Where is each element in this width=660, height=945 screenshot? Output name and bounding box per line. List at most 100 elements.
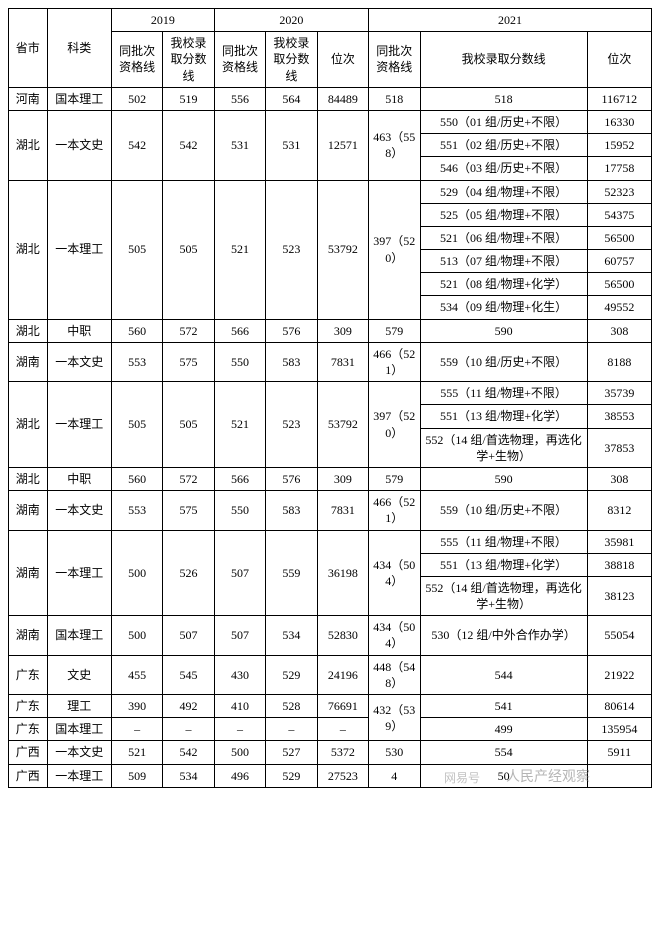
h-2021: 2021 <box>369 9 652 32</box>
h-19-qline: 同批次资格线 <box>111 32 162 88</box>
table-cell: 54375 <box>587 203 651 226</box>
table-cell: 410 <box>214 695 265 718</box>
table-cell: 505 <box>163 180 214 319</box>
table-cell: 国本理工 <box>47 616 111 655</box>
table-cell: 35739 <box>587 382 651 405</box>
table-cell: 55054 <box>587 616 651 655</box>
table-cell: 576 <box>266 319 317 342</box>
table-cell: 463（558） <box>369 110 420 180</box>
table-cell: 434（504） <box>369 616 420 655</box>
table-cell: 552（14 组/首选物理，再选化学+生物） <box>420 576 587 615</box>
table-cell: 544 <box>420 655 587 694</box>
table-cell: 542 <box>111 110 162 180</box>
table-cell: 529（04 组/物理+不限） <box>420 180 587 203</box>
table-cell: 550（01 组/历史+不限） <box>420 110 587 133</box>
table-cell: 518 <box>420 87 587 110</box>
table-row: 湖北一本理工50550552152353792397（520）529（04 组/… <box>9 180 652 203</box>
table-cell: 430 <box>214 655 265 694</box>
table-row: 广西一本文史52154250052753725305545911 <box>9 741 652 764</box>
table-cell: 56500 <box>587 226 651 249</box>
table-cell: 507 <box>214 530 265 616</box>
table-cell: 551（02 组/历史+不限） <box>420 134 587 157</box>
table-cell: 583 <box>266 342 317 381</box>
table-row: 广东文史45554543052924196448（548）54421922 <box>9 655 652 694</box>
table-cell: 80614 <box>587 695 651 718</box>
table-cell: 564 <box>266 87 317 110</box>
table-cell: 60757 <box>587 250 651 273</box>
table-row: 广西一本理工50953449652927523450 <box>9 764 652 787</box>
table-cell: 76691 <box>317 695 368 718</box>
table-cell: 52830 <box>317 616 368 655</box>
table-cell: – <box>317 718 368 741</box>
table-cell: 中职 <box>47 319 111 342</box>
table-row: 湖北中职560572566576309579590308 <box>9 467 652 490</box>
table-cell: 576 <box>266 467 317 490</box>
table-cell: 432（539） <box>369 695 420 741</box>
table-cell: 8312 <box>587 491 651 530</box>
table-cell: 505 <box>111 382 162 468</box>
table-cell: 572 <box>163 319 214 342</box>
table-cell: 一本文史 <box>47 741 111 764</box>
table-cell: 496 <box>214 764 265 787</box>
table-cell: 500 <box>111 530 162 616</box>
table-cell: 广东 <box>9 695 48 718</box>
table-cell: 湖南 <box>9 616 48 655</box>
table-cell: 50 <box>420 764 587 787</box>
table-cell: 116712 <box>587 87 651 110</box>
table-cell: 519 <box>163 87 214 110</box>
table-cell: 575 <box>163 342 214 381</box>
table-cell: 531 <box>214 110 265 180</box>
table-cell: 27523 <box>317 764 368 787</box>
table-cell: 530 <box>369 741 420 764</box>
table-cell: 广西 <box>9 741 48 764</box>
table-cell: 507 <box>214 616 265 655</box>
table-cell: 530（12 组/中外合作办学） <box>420 616 587 655</box>
table-cell: 434（504） <box>369 530 420 616</box>
table-cell: 554 <box>420 741 587 764</box>
table-row: 河南国本理工50251955656484489518518116712 <box>9 87 652 110</box>
table-cell: 53792 <box>317 180 368 319</box>
table-cell: 500 <box>111 616 162 655</box>
table-cell: 546（03 组/历史+不限） <box>420 157 587 180</box>
table-cell: 529 <box>266 655 317 694</box>
table-cell: 84489 <box>317 87 368 110</box>
table-cell: 466（521） <box>369 342 420 381</box>
table-cell: 555（11 组/物理+不限） <box>420 382 587 405</box>
admissions-table: 省市 科类 2019 2020 2021 同批次资格线 我校录取分数线 同批次资… <box>8 8 652 788</box>
table-row: 湖北一本文史54254253153112571463（558）550（01 组/… <box>9 110 652 133</box>
table-cell: 理工 <box>47 695 111 718</box>
table-header: 省市 科类 2019 2020 2021 同批次资格线 我校录取分数线 同批次资… <box>9 9 652 88</box>
table-row: 湖南一本文史5535755505837831466（521）559（10 组/历… <box>9 491 652 530</box>
table-cell: 35981 <box>587 530 651 553</box>
table-cell: 552（14 组/首选物理，再选化学+生物） <box>420 428 587 467</box>
table-cell: 492 <box>163 695 214 718</box>
table-cell: 135954 <box>587 718 651 741</box>
h-20-qline: 同批次资格线 <box>214 32 265 88</box>
h-20-aline: 我校录取分数线 <box>266 32 317 88</box>
h-20-rank: 位次 <box>317 32 368 88</box>
table-cell: 528 <box>266 695 317 718</box>
table-cell: 553 <box>111 491 162 530</box>
table-cell: 湖北 <box>9 319 48 342</box>
table-cell: 560 <box>111 467 162 490</box>
table-cell: 56500 <box>587 273 651 296</box>
table-cell: 560 <box>111 319 162 342</box>
table-cell: 556 <box>214 87 265 110</box>
table-cell: 中职 <box>47 467 111 490</box>
table-cell: 52323 <box>587 180 651 203</box>
table-cell: 河南 <box>9 87 48 110</box>
table-cell: 500 <box>214 741 265 764</box>
table-cell: 550 <box>214 342 265 381</box>
table-row: 湖南国本理工50050750753452830434（504）530（12 组/… <box>9 616 652 655</box>
table-cell: 499 <box>420 718 587 741</box>
h-2020: 2020 <box>214 9 368 32</box>
table-cell: 308 <box>587 319 651 342</box>
h-21-qline: 同批次资格线 <box>369 32 420 88</box>
table-cell: 一本文史 <box>47 342 111 381</box>
table-cell: 36198 <box>317 530 368 616</box>
table-cell: 397（520） <box>369 180 420 319</box>
table-cell: 466（521） <box>369 491 420 530</box>
table-cell: 534（09 组/物理+化生） <box>420 296 587 319</box>
table-cell: 4 <box>369 764 420 787</box>
table-cell: 湖北 <box>9 110 48 180</box>
